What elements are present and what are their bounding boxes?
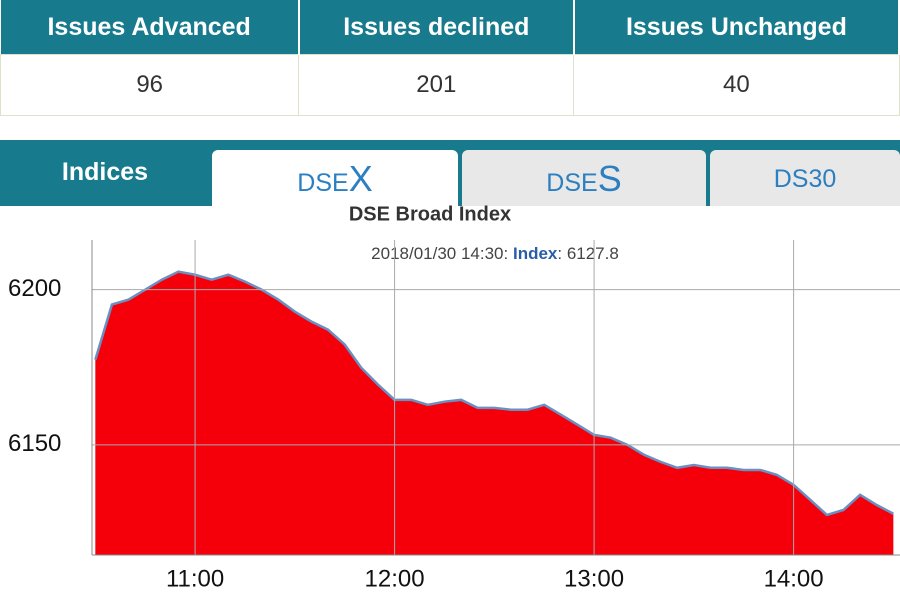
tab-suffix: X [348, 158, 373, 199]
y-tick-label: 6150 [8, 430, 61, 457]
tab[interactable]: DSEX [212, 150, 458, 210]
area [95, 271, 894, 555]
annotation-rest: : 6127.8 [557, 244, 618, 263]
y-tick-label: 6200 [8, 275, 61, 302]
annotation-label: Index [513, 244, 558, 263]
chart-title: DSE Broad Index [349, 205, 511, 225]
table-header: Issues Advanced [0, 0, 300, 55]
tab[interactable]: DS30 [710, 150, 900, 206]
annotation-time: 2018/01/30 14:30: [371, 244, 508, 263]
x-tick-label: 12:00 [365, 565, 425, 592]
chart: DSE Broad Index 2018/01/30 14:30: Index:… [8, 205, 900, 592]
tab-prefix: DSE [546, 169, 598, 197]
tab-prefix: DS30 [773, 165, 837, 193]
tab[interactable]: DSES [462, 150, 706, 206]
issues-table: Issues Advanced Issues declined Issues U… [0, 0, 900, 116]
annotation: 2018/01/30 14:30: Index: 6127.8 [371, 244, 619, 263]
line [94, 270, 894, 517]
x-tick-label: 14:00 [764, 565, 824, 592]
tab-suffix: S [597, 158, 622, 199]
x-tick-label: 11:00 [166, 565, 224, 592]
tab-label: Indices [61, 158, 149, 186]
table-header: Issues declined [298, 0, 575, 55]
table-cell: 40 [573, 54, 900, 116]
tab-prefix: DSE [297, 169, 349, 197]
table-header: Issues Unchanged [573, 0, 900, 55]
table-cell: 201 [298, 54, 575, 116]
tab-bar: Indices DSEX DSES DS30 [0, 140, 900, 210]
x-tick-label: 13:00 [564, 565, 624, 592]
table-cell: 96 [0, 54, 300, 116]
